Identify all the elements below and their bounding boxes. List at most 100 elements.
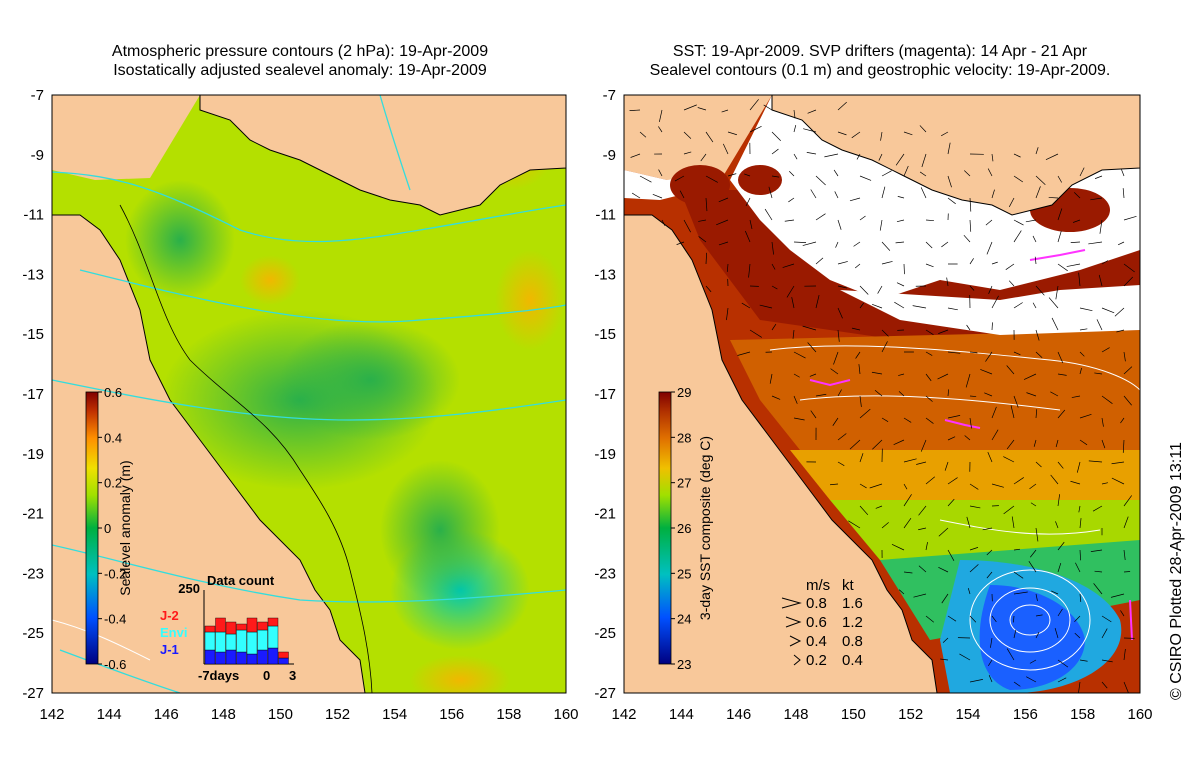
colorbar-tick-label: 29 — [677, 385, 691, 400]
inset-bars — [204, 617, 289, 665]
colorbar-tick-label: -0.2 — [104, 566, 126, 581]
x-tick-label: 156 — [439, 706, 464, 723]
velocity-arrow — [1013, 395, 1019, 408]
new-guinea-land — [199, 95, 566, 216]
velocity-arrow — [1032, 302, 1037, 309]
velocity-arrow — [837, 285, 847, 289]
velocity-arrow — [1051, 590, 1059, 595]
pressure-contours — [52, 95, 566, 693]
velocity-arrow — [803, 128, 817, 133]
velocity-arrow — [1057, 208, 1063, 221]
velocity-arrow — [849, 197, 861, 202]
velocity-arrow — [1079, 549, 1081, 561]
velocity-arrow — [942, 637, 949, 643]
velocity-arrow — [896, 282, 905, 287]
velocity-arrow — [916, 461, 927, 465]
velocity-arrow — [1072, 219, 1081, 223]
velocity-arrow — [1070, 241, 1081, 244]
velocity-arrow — [969, 505, 981, 509]
velocity-arrow — [771, 285, 778, 290]
velocity-arrow — [1035, 147, 1039, 155]
svp-drifters — [809, 249, 1133, 641]
velocity-arrow — [1013, 351, 1021, 356]
velocity-arrow — [1078, 505, 1081, 513]
velocity-arrow — [851, 327, 861, 331]
velocity-arrow — [1035, 175, 1046, 185]
velocity-arrow — [896, 219, 905, 223]
velocity-arrow — [793, 109, 796, 119]
inset-x-tick-zero: 0 — [263, 668, 270, 683]
velocity-arrow — [1122, 439, 1125, 453]
velocity-arrow — [1013, 548, 1021, 551]
velocity-arrow — [793, 417, 805, 421]
velocity-arrow — [1122, 188, 1125, 199]
velocity-units-kt: kt — [842, 577, 855, 594]
velocity-arrow — [726, 307, 729, 321]
velocity-arrow — [837, 261, 848, 265]
velocity-arrow — [965, 373, 971, 388]
velocity-arrow — [1101, 615, 1112, 623]
velocity-arrow — [1013, 230, 1022, 243]
velocity-arrow — [897, 196, 905, 199]
velocity-arrow — [1034, 256, 1037, 265]
velocity-arrow — [659, 109, 663, 123]
y-tick-label: -15 — [594, 326, 616, 343]
velocity-arrow — [1101, 307, 1115, 314]
velocity-arrow — [1013, 175, 1024, 183]
velocity-arrow — [855, 351, 861, 359]
velocity-arrow — [791, 297, 795, 309]
velocity-arrow — [925, 351, 933, 356]
y-tick-label: -19 — [22, 446, 44, 463]
right-panel-title: SST: 19-Apr-2009. SVP drifters (magenta)… — [600, 42, 1160, 80]
velocity-arrow — [898, 391, 905, 397]
y-tick-label: -13 — [22, 266, 44, 283]
velocity-arrow — [1055, 521, 1059, 529]
velocity-arrow — [629, 109, 641, 111]
velocity-arrow — [810, 410, 817, 419]
velocity-arrow — [784, 219, 795, 222]
velocity-arrow — [969, 285, 975, 291]
velocity-arrow — [938, 566, 949, 573]
inset-bar-segment — [246, 617, 258, 633]
velocity-arrow — [946, 277, 949, 287]
velocity-arrow — [969, 547, 979, 551]
velocity-arrow — [1101, 260, 1109, 265]
sealevel-contours — [769, 345, 1140, 671]
sealevel-anomaly-map — [52, 95, 566, 693]
velocity-arrow — [1057, 659, 1069, 668]
velocity-arrow — [920, 439, 927, 452]
velocity-arrow — [806, 152, 817, 155]
velocity-arrow — [1116, 329, 1125, 333]
inset-x-tick-end: 3 — [289, 668, 296, 683]
velocity-arrow — [937, 373, 949, 380]
velocity-arrow — [1013, 219, 1024, 226]
velocity-arrow — [925, 417, 934, 424]
legend-envi: Envi — [160, 625, 187, 640]
velocity-arrow — [966, 516, 971, 529]
velocity-arrow — [1048, 297, 1059, 309]
velocity-arrow — [1005, 263, 1015, 270]
y-tick-label: -23 — [22, 565, 44, 582]
velocity-arrow — [658, 169, 663, 177]
y-tick-label: -27 — [594, 685, 616, 702]
y-tick-label: -25 — [22, 625, 44, 642]
velocity-arrow — [1123, 276, 1134, 287]
y-tick-label: -21 — [22, 506, 44, 523]
velocity-arrow — [991, 153, 994, 162]
velocity-arrow — [631, 192, 641, 199]
velocity-arrow — [969, 197, 972, 212]
inset-bar-segment — [215, 651, 226, 665]
velocity-arrow — [1096, 319, 1103, 331]
velocity-arrow — [837, 219, 842, 230]
velocity-arrow — [771, 395, 781, 400]
colorbar-tick-label: 28 — [677, 430, 691, 445]
inset-bar-segment — [267, 617, 279, 627]
velocity-arrow — [925, 329, 934, 335]
velocity-arrow — [1079, 351, 1085, 357]
velocity-arrow — [903, 518, 912, 529]
velocity-arrow — [1120, 417, 1125, 424]
velocity-arrow — [893, 439, 905, 445]
velocity-arrow — [1120, 610, 1125, 617]
velocity-arrow — [1028, 560, 1037, 573]
velocity-arrow — [700, 153, 707, 162]
